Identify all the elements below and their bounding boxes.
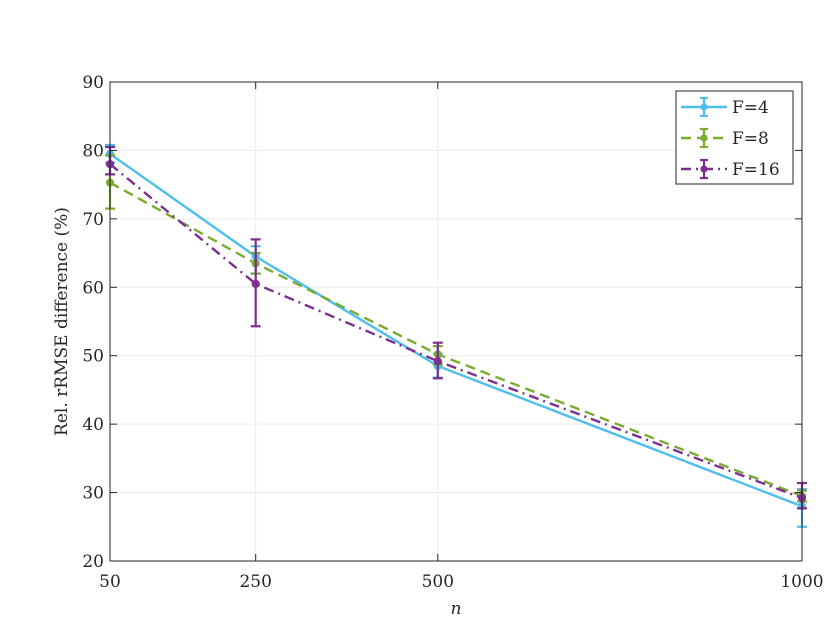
y-tick-label-5: 70 — [82, 210, 104, 230]
plot-frame — [109, 81, 803, 562]
legend-marker-2 — [700, 165, 708, 173]
y-tick-label-7: 90 — [82, 73, 104, 93]
x-tick-label-1: 250 — [239, 572, 271, 592]
legend-item-0: F=4 — [681, 96, 769, 118]
legend-marker-0 — [700, 103, 708, 111]
series-line-2 — [109, 163, 803, 500]
ticks: 50 250 500 1000 20 30 40 50 60 70 80 90 — [82, 73, 823, 592]
x-tick-label-0: 50 — [99, 572, 121, 592]
legend-item-2: F=16 — [681, 158, 780, 180]
point-2-1 — [251, 279, 260, 288]
y-tick-label-1: 30 — [82, 484, 104, 504]
y-tick-label-4: 60 — [82, 278, 104, 298]
y-tick-label-6: 80 — [82, 141, 104, 161]
x-axis-label: n — [451, 599, 462, 619]
y-axis-label: Rel. rRMSE difference (%) — [52, 207, 72, 436]
legend-item-1: F=8 — [681, 127, 769, 149]
legend-box — [675, 90, 794, 185]
legend-marker-1 — [700, 134, 708, 142]
y-tick-label-2: 40 — [82, 415, 104, 435]
legend-label-2: F=16 — [732, 160, 780, 180]
series-line-0 — [109, 152, 803, 508]
legend: F=4 F=8 F=16 — [675, 90, 794, 185]
x-tick-label-3: 1000 — [780, 572, 823, 592]
legend-label-1: F=8 — [732, 129, 769, 149]
point-2-2 — [433, 357, 442, 366]
y-tick-label-0: 20 — [82, 552, 104, 572]
y-tick-label-3: 50 — [82, 347, 104, 367]
legend-label-0: F=4 — [732, 98, 769, 118]
x-tick-label-2: 500 — [422, 572, 454, 592]
